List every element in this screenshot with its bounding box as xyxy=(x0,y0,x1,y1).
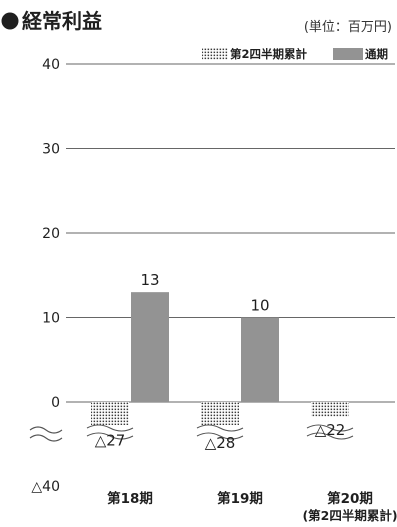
bar-quarterly xyxy=(311,402,349,418)
y-tick-label: 30 xyxy=(42,142,60,158)
x-category-sublabel: (第2四半期累計) xyxy=(302,508,397,523)
bar-value-label-quarterly: △27 xyxy=(95,432,126,450)
legend: 第2四半期累計 通期 xyxy=(202,47,388,61)
axis-break-wave xyxy=(306,424,354,432)
axis-break-mask xyxy=(306,425,354,437)
axis-break-mask xyxy=(29,427,63,439)
x-category-label: 第20期 xyxy=(327,490,373,507)
axis-break-wave xyxy=(29,426,63,434)
legend-label-annual: 通期 xyxy=(365,47,388,61)
x-axis-categories: 第18期 第19期 第20期(第2四半期累計) xyxy=(107,490,397,523)
x-category-label: 第19期 xyxy=(217,490,263,507)
legend-label-quarterly: 第2四半期累計 xyxy=(230,47,308,61)
axis-break-wave xyxy=(196,432,244,440)
axis-break-wave xyxy=(29,434,63,442)
bar-value-labels: △27 △28 △22 13 10 xyxy=(95,271,346,452)
axis-break-wave xyxy=(86,424,134,432)
y-axis-ticks: 40 30 20 10 0 △40 xyxy=(31,57,60,495)
bar-value-label-annual: 10 xyxy=(250,297,269,315)
bar-quarterly xyxy=(91,402,129,428)
bar-value-label-quarterly: △28 xyxy=(205,434,236,452)
bar-value-label-annual: 13 xyxy=(140,271,159,289)
legend-swatch-annual xyxy=(333,48,363,60)
legend-swatch-quarterly xyxy=(202,48,228,60)
y-tick-label: 20 xyxy=(42,226,60,242)
y-tick-label: 40 xyxy=(42,57,60,73)
bar-annual xyxy=(131,292,169,402)
axis-break-waves xyxy=(29,424,354,442)
y-tick-label: 0 xyxy=(51,395,60,411)
axis-break-wave xyxy=(306,432,354,440)
axis-break-wave xyxy=(196,424,244,432)
axis-break-mask xyxy=(86,425,134,437)
gridlines xyxy=(66,63,395,403)
bar-value-label-quarterly: △22 xyxy=(315,421,346,439)
x-category-label: 第18期 xyxy=(107,490,153,507)
y-tick-label: △40 xyxy=(31,479,60,495)
axis-break-mask xyxy=(196,425,244,437)
chart-title: 経常利益 xyxy=(22,9,102,33)
title-bullet-icon xyxy=(1,12,19,30)
axis-break-wave xyxy=(86,432,134,440)
unit-label: (単位：百万円) xyxy=(304,19,392,35)
bars xyxy=(91,292,349,430)
y-tick-label: 10 xyxy=(42,311,60,327)
bar-annual xyxy=(241,317,279,402)
